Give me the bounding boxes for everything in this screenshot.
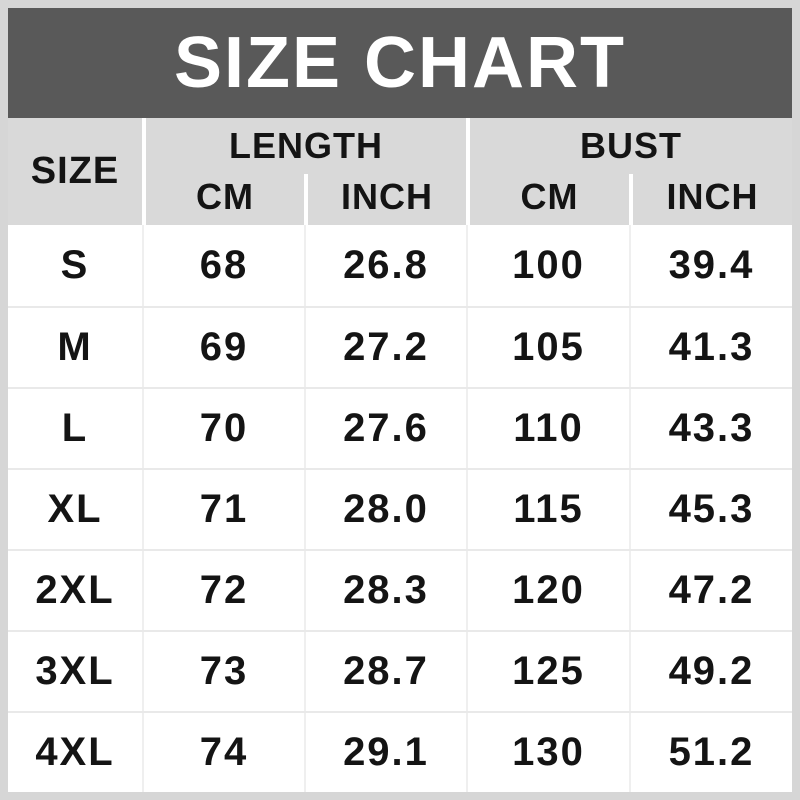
size-cell: 3XL [35, 649, 115, 693]
table-row: 4XL 74 29.1 130 51.2 [8, 711, 792, 792]
bust-cm-cell: 105 [466, 308, 629, 387]
column-group-length: LENGTH [142, 118, 466, 174]
column-header-length-inch: INCH [304, 174, 466, 225]
bust-cm-cell: 130 [466, 713, 629, 792]
table-row: XL 71 28.0 115 45.3 [8, 468, 792, 549]
length-inch-cell: 28.3 [304, 551, 466, 630]
length-cm-cell: 69 [142, 308, 304, 387]
size-cell: S [60, 243, 90, 287]
length-cm-cell: 71 [142, 470, 304, 549]
column-header-length-cm: CM [142, 174, 304, 225]
bust-cm-cell: 100 [466, 225, 629, 306]
bust-inch-cell: 47.2 [629, 551, 792, 630]
column-header-bust-inch: INCH [629, 174, 792, 225]
length-cm-cell: 73 [142, 632, 304, 711]
length-inch-cell: 28.7 [304, 632, 466, 711]
length-inch-cell: 27.2 [304, 308, 466, 387]
table-row: 3XL 73 28.7 125 49.2 [8, 630, 792, 711]
bust-inch-cell: 49.2 [629, 632, 792, 711]
page-title: SIZE CHART [174, 23, 626, 103]
size-cell: M [57, 325, 93, 369]
bust-inch-cell: 45.3 [629, 470, 792, 549]
table-body: S 68 26.8 100 39.4 M 69 27.2 105 41.3 L … [8, 225, 792, 792]
column-group-bust: BUST [466, 118, 792, 174]
length-cm-cell: 72 [142, 551, 304, 630]
size-cell: 4XL [35, 730, 115, 774]
bust-cm-cell: 125 [466, 632, 629, 711]
bust-cm-cell: 110 [466, 389, 629, 468]
length-cm-cell: 74 [142, 713, 304, 792]
table-row: 2XL 72 28.3 120 47.2 [8, 549, 792, 630]
size-cell: XL [47, 487, 103, 531]
table-row: L 70 27.6 110 43.3 [8, 387, 792, 468]
length-inch-cell: 27.6 [304, 389, 466, 468]
table-row: S 68 26.8 100 39.4 [8, 225, 792, 306]
bust-cm-cell: 115 [466, 470, 629, 549]
size-chart-card: SIZE CHART SIZE LENGTH BUST CM INCH CM I… [8, 8, 792, 792]
length-cm-cell: 70 [142, 389, 304, 468]
column-header-bust-cm: CM [466, 174, 629, 225]
column-header-size: SIZE [30, 150, 120, 192]
length-inch-cell: 28.0 [304, 470, 466, 549]
title-bar: SIZE CHART [8, 8, 792, 118]
bust-inch-cell: 39.4 [629, 225, 792, 306]
bust-inch-cell: 43.3 [629, 389, 792, 468]
length-inch-cell: 26.8 [304, 225, 466, 306]
size-cell: L [61, 406, 89, 450]
table-header: SIZE LENGTH BUST CM INCH CM INCH [8, 118, 792, 225]
bust-inch-cell: 41.3 [629, 308, 792, 387]
size-cell: 2XL [35, 568, 115, 612]
bust-inch-cell: 51.2 [629, 713, 792, 792]
length-cm-cell: 68 [142, 225, 304, 306]
table-row: M 69 27.2 105 41.3 [8, 306, 792, 387]
bust-cm-cell: 120 [466, 551, 629, 630]
length-inch-cell: 29.1 [304, 713, 466, 792]
